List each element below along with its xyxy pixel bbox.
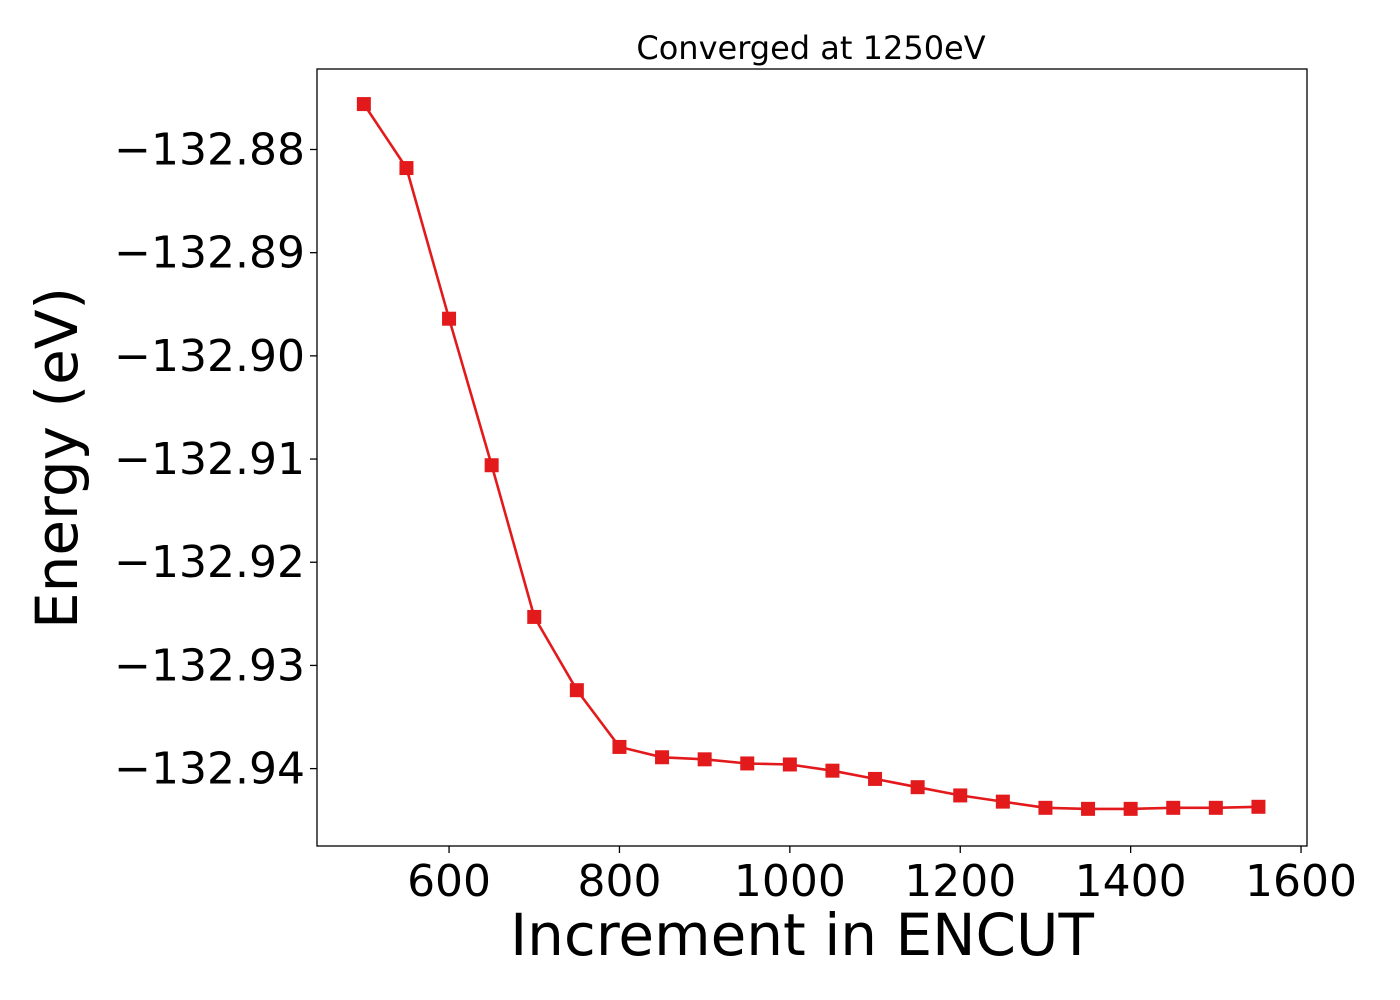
series-layer xyxy=(356,97,1266,816)
data-point-marker xyxy=(1166,800,1181,815)
y-tick-label: −132.91 xyxy=(114,434,305,485)
data-point-marker xyxy=(995,794,1010,809)
data-point-marker xyxy=(1251,799,1266,814)
data-point-marker xyxy=(782,757,797,772)
y-tick-label: −132.88 xyxy=(114,124,305,175)
data-point-marker xyxy=(442,311,457,326)
x-tick-label: 1600 xyxy=(1245,856,1357,907)
data-point-marker xyxy=(910,780,925,795)
x-tick-label: 800 xyxy=(577,856,661,907)
data-point-marker xyxy=(1208,800,1223,815)
data-point-marker xyxy=(953,788,968,803)
data-point-marker xyxy=(569,683,584,698)
data-point-marker xyxy=(399,161,414,176)
y-tick-label: −132.90 xyxy=(114,331,305,382)
y-axis: −132.88 −132.89 −132.90 −132.91 −132.92 −132.… xyxy=(114,124,317,795)
x-tick-label: 600 xyxy=(407,856,491,907)
data-point-marker xyxy=(356,97,371,112)
chart-title: Converged at 1250eV xyxy=(636,29,985,67)
data-point-marker xyxy=(868,771,883,786)
plot-area-frame xyxy=(316,68,1308,847)
data-point-marker xyxy=(1038,800,1053,815)
data-point-marker xyxy=(612,739,627,754)
x-tick-label: 1200 xyxy=(904,856,1016,907)
y-tick-label: −132.92 xyxy=(114,537,305,588)
data-point-marker xyxy=(697,752,712,767)
y-tick-label: −132.94 xyxy=(114,744,305,795)
data-point-marker xyxy=(655,750,670,765)
y-tick-label: −132.89 xyxy=(114,228,305,279)
x-tick-label: 1400 xyxy=(1075,856,1187,907)
data-point-marker xyxy=(527,609,542,624)
series-line xyxy=(362,103,1259,811)
y-tick-label: −132.93 xyxy=(114,640,305,691)
data-point-marker xyxy=(825,763,840,778)
y-axis-label: Energy (eV) xyxy=(23,287,91,629)
data-point-marker xyxy=(484,458,499,473)
data-point-marker xyxy=(740,756,755,771)
x-axis: 600 800 1000 1200 1400 1600 xyxy=(407,846,1357,907)
x-axis-label: Increment in ENCUT xyxy=(510,901,1094,969)
x-tick-label: 1000 xyxy=(734,856,846,907)
data-point-marker xyxy=(1081,801,1096,816)
data-point-marker xyxy=(1123,801,1138,816)
